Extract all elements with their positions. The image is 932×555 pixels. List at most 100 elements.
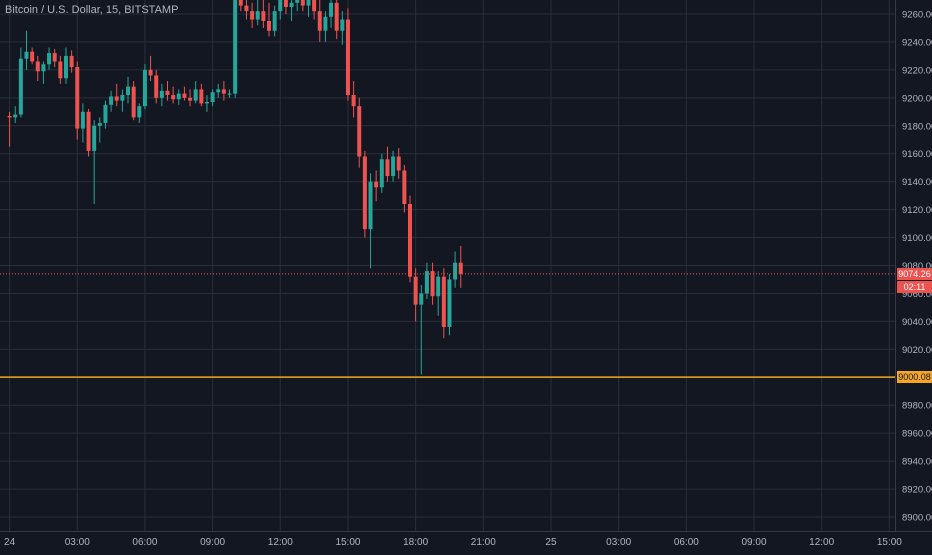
- time-axis[interactable]: 24 03:00 06:00 09:00 12:00 15:00 18:00 21:00 25 0…: [4, 537, 902, 548]
- candle-body: [233, 0, 238, 94]
- candle-body: [244, 5, 249, 12]
- candle-down: [75, 61, 80, 140]
- price-tick-label: 9140.00: [902, 177, 932, 188]
- candle-up: [120, 89, 125, 112]
- candle-body: [92, 125, 97, 151]
- price-tick-label: 9040.00: [902, 317, 932, 328]
- candle-body: [357, 106, 362, 157]
- candle-body: [453, 262, 458, 280]
- candle-body: [120, 95, 125, 101]
- time-tick-label: 15:00: [877, 537, 902, 548]
- candle-up: [13, 106, 18, 123]
- candle-body: [289, 2, 294, 7]
- price-tick-label: 8940.00: [902, 457, 932, 468]
- time-tick-label: 03:00: [65, 537, 90, 548]
- candle-body: [58, 61, 63, 79]
- candle-body: [238, 0, 243, 6]
- candle-body: [97, 122, 102, 126]
- candle-up: [272, 5, 277, 37]
- candle-body: [447, 279, 452, 327]
- price-tick-label: 9100.00: [902, 233, 932, 244]
- candle-body: [188, 97, 193, 101]
- candle-body: [75, 67, 80, 129]
- candle-body: [261, 11, 266, 21]
- candle-body: [278, 0, 283, 12]
- candle-body: [171, 95, 176, 100]
- candle-body: [131, 86, 136, 118]
- candle-body: [126, 86, 131, 96]
- candle-body: [250, 11, 255, 20]
- symbol-title: Bitcoin / U.S. Dollar, 15, BITSTAMP: [5, 4, 179, 16]
- candle-body: [159, 90, 164, 98]
- candle-body: [154, 75, 159, 98]
- candle-down: [357, 97, 362, 168]
- candle-up: [419, 285, 424, 375]
- time-tick-label: 09:00: [741, 537, 766, 548]
- time-tick-label: 12:00: [268, 537, 293, 548]
- candle-body: [323, 16, 328, 31]
- candle-down: [154, 69, 159, 104]
- candle-body: [199, 89, 204, 104]
- candle-body: [267, 20, 272, 31]
- candle-down: [312, 0, 317, 20]
- candle-up: [97, 117, 102, 143]
- price-tick-label: 8900.00: [902, 513, 932, 524]
- bar-countdown-label: 02:11: [897, 280, 932, 293]
- candle-up: [233, 0, 238, 98]
- candle-down: [165, 81, 170, 101]
- price-axis[interactable]: 8900.008920.008940.008960.008980.009000.…: [902, 9, 932, 523]
- candle-up: [18, 47, 23, 118]
- candle-up: [306, 0, 311, 17]
- price-tick-label: 9260.00: [902, 9, 932, 20]
- candle-down: [86, 108, 91, 157]
- candle-body: [165, 90, 170, 96]
- candle-down: [374, 170, 379, 202]
- candle-up: [176, 89, 181, 105]
- candle-up: [391, 150, 396, 182]
- candle-body: [379, 159, 384, 188]
- candle-up: [447, 273, 452, 336]
- price-tick-label: 9180.00: [902, 121, 932, 132]
- candle-body: [69, 55, 74, 68]
- candle-body: [193, 89, 198, 101]
- time-tick-label: 12:00: [809, 537, 834, 548]
- candle-body: [227, 93, 232, 95]
- candle-body: [368, 181, 373, 230]
- candle-down: [345, 8, 350, 101]
- candle-down: [221, 81, 226, 101]
- candle-body: [407, 204, 412, 277]
- candle-up: [193, 81, 198, 104]
- current-price-label: 9074.26: [897, 267, 932, 280]
- candle-up: [340, 11, 345, 45]
- candle-up: [323, 11, 328, 42]
- candle-body: [441, 276, 446, 327]
- candle-body: [7, 115, 12, 118]
- time-tick-label: 06:00: [132, 537, 157, 548]
- candle-body: [402, 170, 407, 205]
- candle-body: [283, 0, 288, 7]
- candle-body: [30, 51, 35, 62]
- time-tick-label: 09:00: [200, 537, 225, 548]
- price-tick-label: 9220.00: [902, 65, 932, 76]
- candle-down: [407, 195, 412, 283]
- candle-body: [340, 19, 345, 31]
- candle-body: [306, 0, 311, 6]
- candle-up: [80, 103, 85, 143]
- candle-body: [103, 104, 108, 123]
- candle-up: [137, 103, 142, 123]
- candle-down: [458, 245, 463, 288]
- candle-body: [272, 11, 277, 31]
- time-tick-label: 03:00: [606, 537, 631, 548]
- time-tick-label: 25: [545, 537, 557, 548]
- candle-body: [424, 271, 429, 294]
- candle-down: [69, 50, 74, 73]
- time-tick-label: 18:00: [403, 537, 428, 548]
- price-tick-label: 9080.00: [902, 261, 932, 272]
- candle-up: [368, 173, 373, 269]
- candle-up: [92, 120, 97, 205]
- price-tick-label: 9240.00: [902, 37, 932, 48]
- candle-down: [35, 55, 40, 82]
- candle-body: [13, 114, 18, 118]
